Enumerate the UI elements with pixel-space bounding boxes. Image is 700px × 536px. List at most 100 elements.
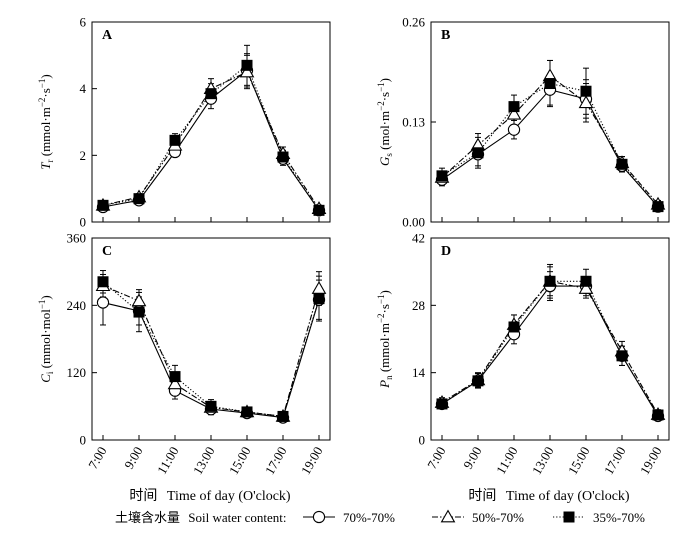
x-tick-label: 15:00: [226, 444, 254, 477]
y-tick-label: 14: [412, 365, 426, 380]
series-35%-70%: [100, 44, 322, 215]
data-point: [580, 85, 592, 97]
legend-marker: [563, 511, 575, 523]
chart-panel-B: 0.00 0.13 0.26 B Gs (mol·m−2·s−1): [376, 15, 670, 230]
panel-letter: B: [441, 28, 450, 43]
y-title-symbol: T: [38, 162, 53, 170]
x-tick-label: 19:00: [298, 444, 326, 477]
series-line: [441, 280, 659, 416]
data-point: [277, 151, 289, 163]
data-point: [277, 410, 289, 422]
panel-letter: A: [102, 28, 113, 43]
data-point: [544, 275, 556, 287]
data-point: [578, 280, 594, 294]
data-point: [506, 106, 522, 120]
y-tick-label: 0.13: [402, 115, 425, 130]
data-point: [96, 296, 110, 309]
data-point: [313, 204, 325, 216]
y-title-unit: (mmol·mol: [38, 309, 53, 372]
data-point: [436, 170, 448, 182]
x-axis-title-cn: 时间: [129, 488, 157, 504]
y-title-unit: ): [377, 290, 392, 294]
markers-35%-70%: [436, 78, 664, 213]
data-point: [205, 88, 217, 100]
markers-70%-70%: [435, 279, 665, 423]
legend-item-35%-70%: 35%-70%: [553, 510, 645, 525]
data-point: [472, 375, 484, 387]
x-axis-title-en: Time of day (O'clock): [167, 489, 291, 504]
y-title-subscript: n: [384, 375, 394, 380]
x-tick-label: 13:00: [529, 444, 557, 477]
data-point: [544, 78, 556, 90]
legend-label: 70%-70%: [343, 510, 395, 525]
y-title-symbol: P: [377, 380, 392, 389]
data-point: [239, 64, 255, 78]
data-point: [169, 371, 181, 383]
chart-panel-C: 0 120 240 360 7:00 9:00 11:00 13:00 15:00 17:00 19…: [37, 231, 331, 477]
y-tick-label: 0: [80, 215, 87, 230]
y-title-symbol: G: [377, 156, 392, 166]
legend: 土壤含水量 Soil water content: 70%-70% 50%-70%…: [115, 509, 645, 526]
data-point: [167, 376, 183, 390]
data-point: [616, 158, 628, 170]
y-title-unit: ·s: [377, 304, 392, 313]
series-35%-70%: [100, 270, 322, 421]
y-title-unit: ): [38, 74, 53, 78]
data-point: [616, 350, 628, 362]
panel-letter: D: [441, 244, 451, 259]
data-point: [436, 398, 448, 410]
plot-frame: [430, 21, 670, 223]
data-point: [652, 409, 664, 421]
x-tick-label: 7:00: [85, 444, 110, 472]
panel-letter: C: [102, 244, 112, 259]
x-tick-label: 9:00: [121, 444, 146, 472]
legend-label: 50%-70%: [472, 510, 524, 525]
y-title-unit: ): [377, 78, 392, 82]
data-point: [97, 199, 109, 211]
data-point: [131, 293, 147, 307]
x-axis-title-right: 时间 Time of day (O'clock): [468, 488, 630, 504]
x-tick-label: 17:00: [601, 444, 629, 477]
markers-35%-70%: [436, 275, 664, 421]
y-tick-label: 6: [80, 15, 87, 30]
chart-panel-D: 0 14 28 42 7:00 9:00 11:00 13:00 15:00 17:00 19:00…: [376, 231, 670, 477]
markers-35%-70%: [97, 276, 325, 422]
y-tick-label: 360: [67, 231, 87, 246]
legend-items: 70%-70% 50%-70% 35%-70%: [303, 509, 645, 525]
data-point: [507, 123, 521, 136]
y-tick-label: 0: [419, 433, 426, 448]
y-axis-title: Pn (mmol·m−2·s−1): [376, 290, 394, 389]
y-title-subscript: i: [45, 371, 55, 374]
y-title-unit: (mmol·m: [38, 107, 53, 159]
y-tick-label: 42: [412, 231, 425, 246]
y-title-subscript: r: [45, 160, 55, 163]
x-tick-label: 13:00: [190, 444, 218, 477]
data-point: [169, 134, 181, 146]
x-tick-label: 9:00: [460, 444, 485, 472]
y-title-unit: (mmol·m: [377, 323, 392, 375]
plot-frame: [91, 21, 331, 223]
y-title-unit: ·s: [38, 88, 53, 97]
x-axis-title-cn: 时间: [468, 488, 496, 504]
data-point: [241, 59, 253, 71]
x-tick-label: 19:00: [637, 444, 665, 477]
y-tick-label: 2: [80, 148, 87, 163]
y-title-superscript: −1: [37, 300, 47, 310]
y-tick-label: 0.26: [402, 15, 425, 30]
y-tick-label: 120: [67, 365, 87, 380]
x-tick-label: 11:00: [493, 444, 521, 477]
y-title-unit: ·s: [377, 92, 392, 101]
data-point: [205, 400, 217, 412]
data-point: [652, 201, 664, 213]
y-title-unit: ): [38, 295, 53, 299]
y-title-subscript: s: [384, 153, 394, 157]
markers-50%-70%: [95, 64, 327, 215]
y-title-superscript: −2: [376, 101, 386, 111]
data-point: [133, 193, 145, 205]
x-tick-label: 11:00: [154, 444, 182, 477]
y-title-superscript: −1: [376, 294, 386, 304]
y-title-unit: (mol·m: [377, 111, 392, 153]
y-axis-title: Tr (mmol·m−2·s−1): [37, 74, 55, 169]
legend-label: 35%-70%: [593, 510, 645, 525]
